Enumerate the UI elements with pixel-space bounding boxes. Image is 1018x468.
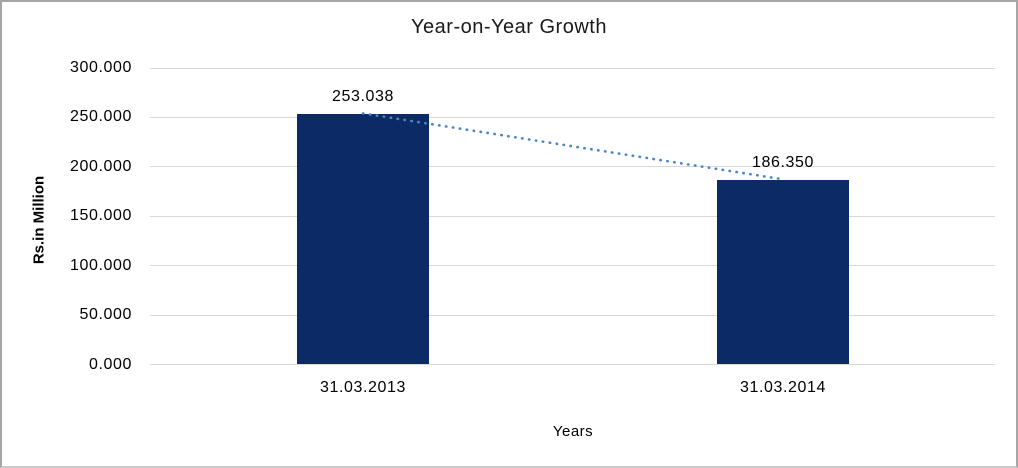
data-label: 253.038 [331,88,395,106]
y-tick-label: 300.000 [69,59,132,76]
data-label: 186.350 [751,154,815,172]
y-tick-label: 200.000 [69,157,132,175]
x-tick-label: 31.03.2014 [739,379,827,396]
y-gridline [150,314,995,316]
y-tick-label: 150.000 [69,207,132,225]
bar-31.03.2014 [717,180,849,365]
bar-31.03.2013 [297,114,429,365]
y-tick-label: 100.000 [69,256,132,274]
y-tick-label: 50.000 [79,306,132,324]
y-gridline [150,166,995,168]
y-gridline [150,116,995,118]
y-tick-label: 0.000 [88,355,132,373]
y-tick-label: 250.000 [69,108,132,126]
y-gridline [150,265,995,267]
y-gridline [150,67,995,69]
x-tick-label: 31.03.2013 [319,379,407,396]
chart-title: Year-on-Year Growth [411,16,607,38]
y-gridline [150,215,995,217]
x-axis-title: Years [552,423,594,440]
y-gridline [150,364,995,365]
